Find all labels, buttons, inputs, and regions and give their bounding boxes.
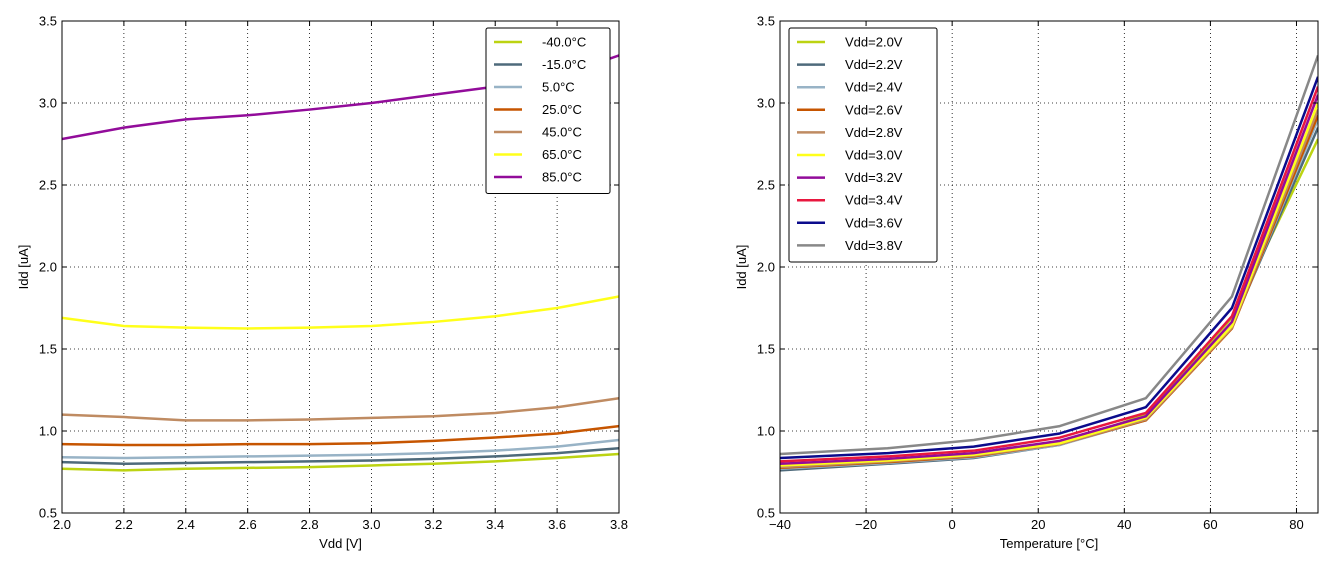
legend-label: Vdd=3.0V xyxy=(845,148,903,163)
legend-label: -40.0°C xyxy=(542,35,586,50)
y-tick-label: 3.0 xyxy=(757,96,775,111)
series-line xyxy=(62,438,619,460)
x-tick-label: 2.8 xyxy=(301,517,319,532)
series-line xyxy=(780,102,1318,467)
x-tick-label: −40 xyxy=(769,517,791,532)
chart-1: 2.0 2.2 2.4 2.6 2.8 3.0 3.2 3.4 3.6 3.8 0.5 1.0 1.5 2… xyxy=(16,14,628,552)
legend-label: Vdd=2.4V xyxy=(845,80,903,95)
legend-label: Vdd=3.8V xyxy=(845,238,903,253)
series-line xyxy=(62,295,619,330)
legend-box xyxy=(788,27,938,263)
y-tick-label: 2.0 xyxy=(39,260,57,275)
legend-label: Vdd=3.4V xyxy=(845,193,903,208)
series-line xyxy=(780,76,1318,460)
legend-label: Vdd=2.8V xyxy=(845,125,903,140)
y-tick-label: 1.0 xyxy=(757,424,775,439)
y-tick-label: 2.0 xyxy=(757,260,775,275)
plot-area xyxy=(62,54,619,472)
x-tick-label: −20 xyxy=(855,517,877,532)
y-tick-label: 3.0 xyxy=(39,96,57,111)
series-line xyxy=(780,86,1318,463)
x-tick-label: 2.4 xyxy=(177,517,195,532)
series-line xyxy=(780,55,1318,456)
legend-label: Vdd=2.2V xyxy=(845,57,903,72)
x-axis-label: Vdd [V] xyxy=(319,536,362,551)
y-tick-label: 2.5 xyxy=(39,178,57,193)
legend-label: Vdd=2.6V xyxy=(845,102,903,117)
legend: Vdd=2.0V Vdd=2.2V Vdd=2.4V Vdd=2.6V Vdd=2.8V… xyxy=(788,27,938,263)
x-axis-label: Temperature [°C] xyxy=(1000,536,1098,551)
x-tick-label: 40 xyxy=(1117,517,1131,532)
y-tick-label: 3.5 xyxy=(757,14,775,29)
legend-label: 85.0°C xyxy=(542,170,582,185)
legend-label: 65.0°C xyxy=(542,147,582,162)
x-tick-label: 2.6 xyxy=(239,517,257,532)
legend-label: Vdd=3.2V xyxy=(845,170,903,185)
legend-label: 45.0°C xyxy=(542,125,582,140)
x-tick-label: 60 xyxy=(1203,517,1217,532)
y-tick-label: 1.0 xyxy=(39,424,57,439)
x-tick-label: 0 xyxy=(949,517,956,532)
y-axis-label: Idd [uA] xyxy=(16,245,31,290)
legend-label: 25.0°C xyxy=(542,102,582,117)
series-line xyxy=(62,424,619,447)
x-tick-label: 3.4 xyxy=(486,517,504,532)
y-tick-label: 3.5 xyxy=(39,14,57,29)
y-tick-label: 0.5 xyxy=(39,506,57,521)
legend-label: Vdd=2.0V xyxy=(845,35,903,50)
legend-label: Vdd=3.6V xyxy=(845,215,903,230)
y-tick-label: 1.5 xyxy=(757,342,775,357)
series-line xyxy=(62,446,619,466)
legend: -40.0°C -15.0°C 5.0°C 25.0°C 45.0°C 65.0°C 85.… xyxy=(485,27,611,194)
series-line xyxy=(62,396,619,422)
y-axis-label: Idd [uA] xyxy=(734,245,749,290)
x-tick-label: 3.6 xyxy=(548,517,566,532)
y-tick-label: 2.5 xyxy=(757,178,775,193)
series-line xyxy=(780,94,1318,466)
plot-area xyxy=(780,55,1318,472)
legend-box xyxy=(485,27,611,194)
x-tick-label: 3.0 xyxy=(362,517,380,532)
legend-label: 5.0°C xyxy=(542,80,575,95)
chart-2: −40 −20 0 20 40 60 80 0.5 1.0 1.5 2.0 2.5 3.0 3.5 Temp… xyxy=(734,14,1319,551)
series-line xyxy=(62,452,619,472)
x-tick-label: 3.8 xyxy=(610,517,628,532)
y-tick-label: 0.5 xyxy=(757,506,775,521)
x-tick-label: 2.0 xyxy=(53,517,71,532)
legend-label: -15.0°C xyxy=(542,57,586,72)
x-tick-label: 2.2 xyxy=(115,517,133,532)
x-tick-label: 3.2 xyxy=(424,517,442,532)
x-tick-label: 20 xyxy=(1031,517,1045,532)
y-tick-label: 1.5 xyxy=(39,342,57,357)
x-tick-label: 80 xyxy=(1289,517,1303,532)
